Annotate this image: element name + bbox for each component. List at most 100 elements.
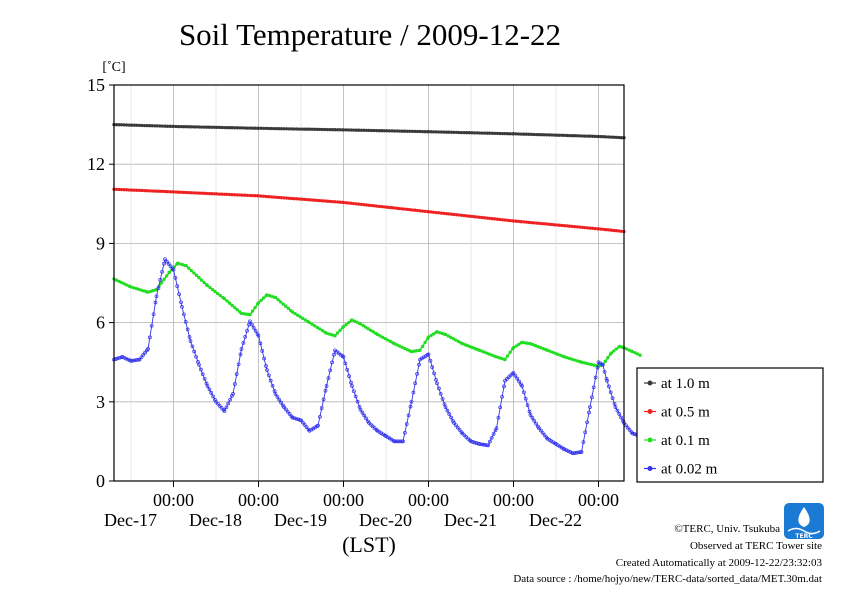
data-point	[146, 347, 150, 351]
data-point	[298, 315, 302, 319]
data-point	[171, 124, 176, 129]
data-point	[142, 289, 146, 293]
data-point	[156, 286, 161, 290]
data-point	[488, 439, 492, 444]
data-point	[215, 192, 219, 196]
data-point	[387, 205, 392, 210]
data-point	[261, 194, 266, 198]
data-point	[219, 406, 224, 410]
data-point	[301, 316, 305, 321]
data-point	[573, 451, 577, 455]
data-point	[190, 344, 195, 349]
data-point	[135, 188, 139, 192]
data-point	[119, 123, 124, 127]
data-point	[578, 134, 582, 138]
data-point	[162, 261, 166, 266]
data-point	[277, 127, 281, 131]
data-point	[307, 320, 312, 325]
data-point	[607, 135, 611, 139]
data-point	[362, 413, 367, 418]
data-point	[363, 325, 368, 329]
data-point	[552, 133, 556, 137]
data-point	[131, 358, 135, 363]
data-point	[218, 293, 222, 298]
data-point	[143, 350, 147, 355]
data-point	[547, 133, 551, 137]
data-point	[548, 349, 552, 353]
data-point	[503, 218, 507, 222]
data-point	[304, 425, 309, 430]
data-point	[240, 126, 244, 130]
data-point	[214, 399, 218, 404]
data-point	[513, 373, 518, 378]
legend-swatch-marker	[647, 466, 653, 471]
data-point	[213, 398, 217, 402]
data-point	[315, 325, 319, 330]
data-point	[302, 423, 307, 427]
data-point	[282, 405, 286, 409]
data-point	[292, 197, 296, 201]
data-point	[394, 439, 399, 444]
data-point	[508, 132, 512, 136]
data-point	[264, 364, 268, 368]
data-point	[608, 390, 613, 395]
data-point	[307, 127, 312, 131]
data-point	[140, 123, 144, 128]
data-point	[284, 407, 288, 412]
data-point	[418, 348, 422, 352]
data-point	[205, 283, 210, 288]
data-point	[345, 367, 350, 372]
data-point	[426, 130, 431, 134]
data-point	[519, 132, 523, 136]
y-axis-unit: [˚C]	[102, 60, 125, 75]
data-point	[333, 200, 337, 204]
data-point	[493, 131, 497, 136]
data-point	[588, 405, 592, 409]
data-point	[539, 428, 543, 433]
data-point	[272, 195, 276, 199]
data-point	[360, 410, 365, 415]
data-point	[328, 368, 333, 373]
data-point	[362, 128, 366, 132]
data-point	[472, 215, 477, 219]
data-point	[202, 280, 206, 285]
data-point	[573, 358, 577, 362]
data-point	[542, 433, 547, 438]
data-point	[462, 130, 466, 135]
data-point	[242, 312, 246, 316]
data-point	[496, 415, 501, 420]
data-point	[562, 133, 567, 138]
data-point	[230, 303, 234, 308]
data-point	[267, 373, 271, 378]
data-point	[210, 192, 214, 196]
data-point	[449, 415, 453, 420]
data-point	[357, 202, 361, 206]
data-point	[192, 349, 197, 354]
data-point	[165, 190, 170, 194]
data-point	[539, 133, 544, 137]
credit-created: Created Automatically at 2009-12-22/23:3…	[616, 557, 823, 569]
data-point	[187, 335, 192, 339]
data-point	[528, 413, 533, 417]
data-point	[167, 270, 171, 275]
data-point	[388, 339, 392, 344]
data-point	[301, 420, 305, 425]
data-point	[451, 419, 455, 423]
data-point	[471, 346, 475, 350]
data-point	[593, 226, 597, 231]
data-point	[220, 125, 224, 130]
data-point	[303, 318, 307, 322]
data-point	[488, 216, 492, 221]
data-point	[585, 420, 589, 425]
data-point	[125, 188, 129, 192]
data-point	[225, 299, 229, 303]
data-point	[471, 440, 475, 444]
data-point	[163, 257, 167, 262]
data-point	[606, 356, 610, 360]
data-point	[282, 196, 286, 200]
data-point	[281, 302, 285, 306]
data-point	[307, 428, 312, 433]
data-point	[387, 129, 392, 133]
y-tick-label: 3	[96, 392, 105, 412]
series-0	[112, 122, 626, 140]
